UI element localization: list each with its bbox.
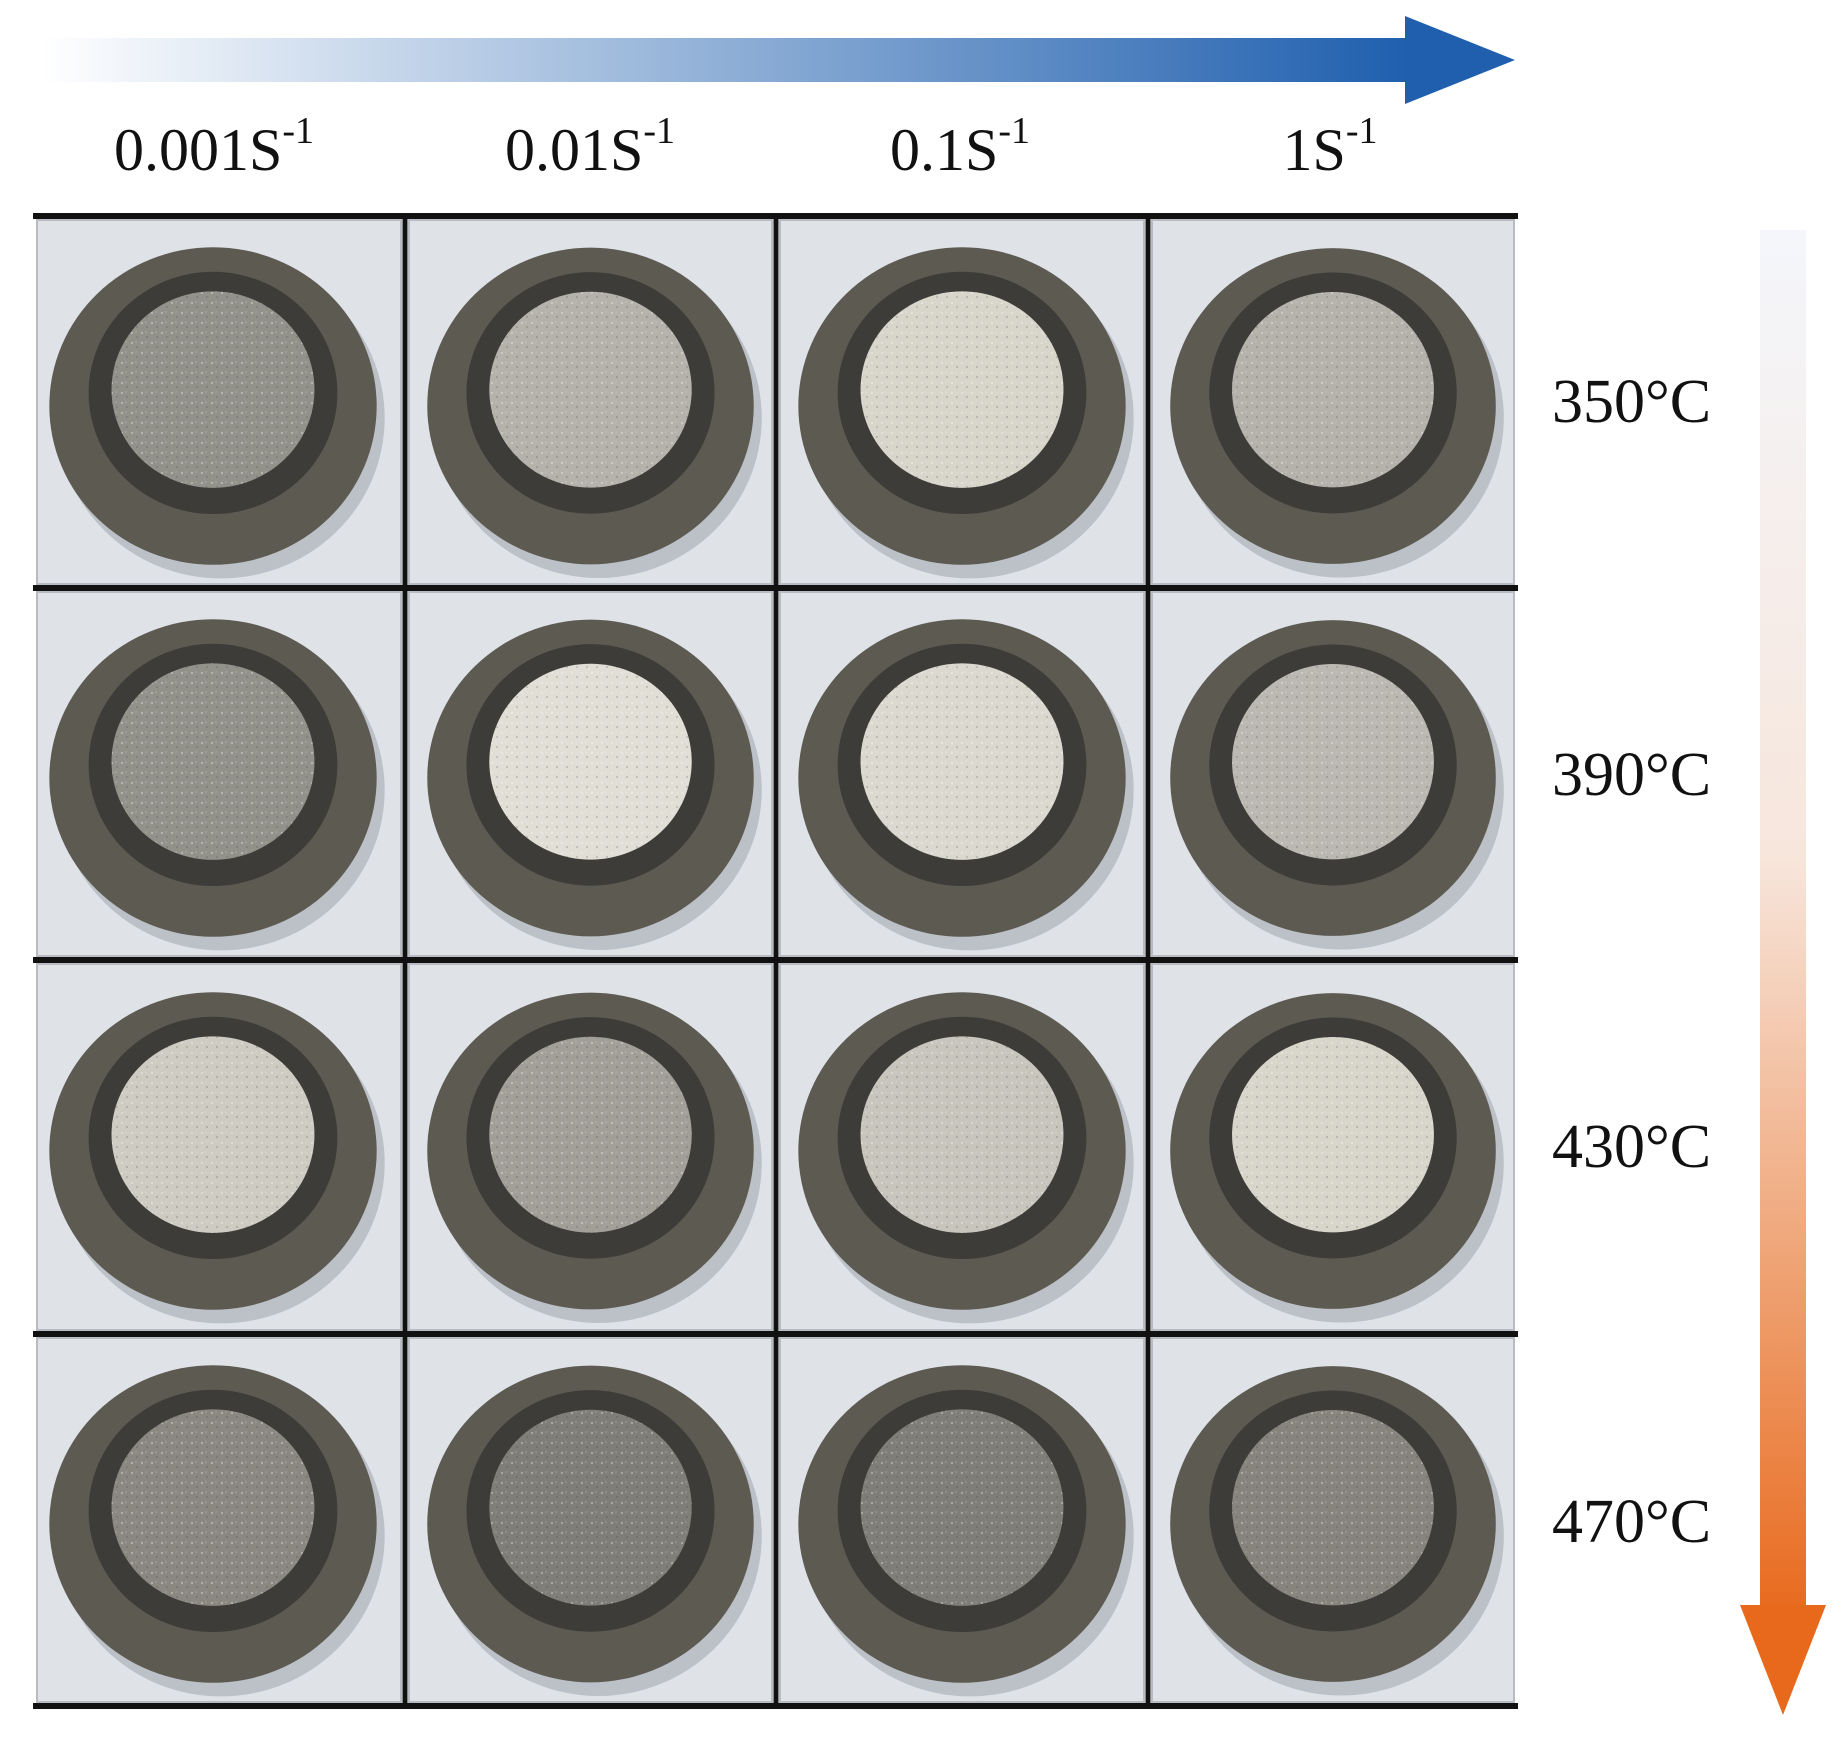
sample-photo <box>36 963 402 1331</box>
strain-rate-arrow <box>40 16 1515 104</box>
sample-photo <box>408 219 773 585</box>
sample-photo <box>1151 219 1515 585</box>
temperature-label: 350°C <box>1552 368 1712 436</box>
sample-photo <box>779 591 1145 957</box>
sample-photo <box>779 219 1145 585</box>
strain-rate-label: 0.1S-1 <box>889 110 1031 183</box>
sample-photo <box>408 591 773 957</box>
sample-photo <box>36 591 402 957</box>
temperature-label: 390°C <box>1552 741 1712 809</box>
sample-photo <box>1151 591 1515 957</box>
sample-photo <box>36 1337 402 1703</box>
sample-photo <box>408 1337 773 1703</box>
strain-rate-label: 0.001S-1 <box>113 110 315 183</box>
sample-photo <box>1151 1337 1515 1703</box>
sample-photo <box>779 963 1145 1331</box>
sample-photo <box>36 219 402 585</box>
sample-photo <box>1151 963 1515 1331</box>
temperature-label: 430°C <box>1552 1113 1712 1181</box>
sample-photo <box>779 1337 1145 1703</box>
temperature-arrow <box>1740 230 1826 1715</box>
sample-photo <box>408 963 773 1331</box>
strain-rate-label: 1S-1 <box>1282 110 1378 183</box>
temperature-label: 470°C <box>1552 1488 1712 1556</box>
strain-rate-label: 0.01S-1 <box>504 110 676 183</box>
